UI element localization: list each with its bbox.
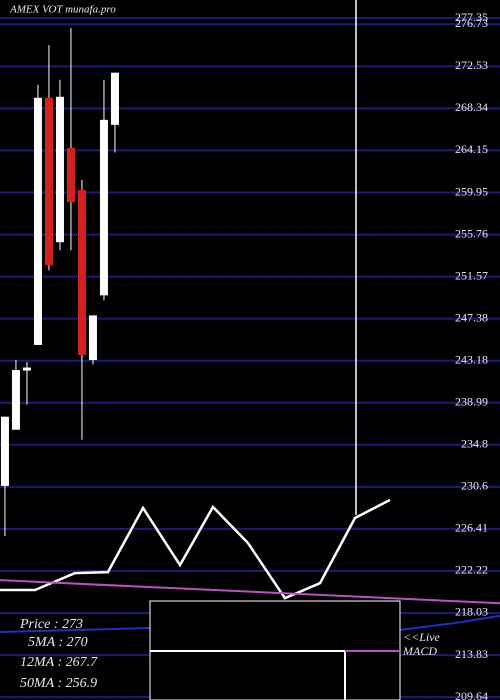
- candle-body: [66, 147, 75, 203]
- y-tick-label: 276.73: [455, 16, 488, 30]
- candle-body: [110, 72, 119, 125]
- annotation-live: <<Live: [403, 630, 441, 644]
- candle-body: [44, 97, 53, 266]
- y-tick-label: 234.8: [461, 437, 488, 451]
- candle-body: [99, 119, 108, 296]
- y-tick-label: 259.95: [455, 184, 488, 198]
- candle-body: [77, 190, 86, 356]
- legend-50ma: 50MA : 256.9: [20, 676, 97, 691]
- legend-12ma: 12MA : 267.7: [20, 655, 98, 670]
- y-tick-label: 230.6: [461, 479, 488, 493]
- y-tick-label: 209.64: [455, 689, 488, 700]
- y-tick-label: 226.41: [455, 521, 488, 535]
- legend-price: Price : 273: [19, 617, 83, 632]
- y-tick-label: 218.03: [455, 605, 488, 619]
- y-tick-label: 243.18: [455, 352, 488, 366]
- candle-body: [0, 416, 9, 486]
- y-tick-label: 247.38: [455, 310, 488, 324]
- y-tick-label: 255.76: [455, 226, 488, 240]
- candle-body: [55, 96, 64, 243]
- candle-body: [88, 315, 97, 361]
- y-tick-label: 272.53: [455, 58, 488, 72]
- y-tick-label: 251.57: [455, 268, 488, 282]
- y-tick-label: 222.22: [455, 563, 488, 577]
- candle-body: [33, 97, 42, 345]
- indicator-line: [0, 579, 500, 605]
- chart-title: AMEX VOT munafa.pro: [9, 4, 116, 16]
- candle-body: [11, 370, 20, 430]
- candle-body: [22, 367, 31, 371]
- y-tick-label: 268.34: [455, 100, 488, 114]
- legend-5ma: 5MA : 270: [28, 635, 88, 650]
- y-tick-label: 277.35: [455, 10, 488, 24]
- y-tick-label: 264.15: [455, 142, 488, 156]
- marks: [0, 28, 500, 634]
- annotation-macd: MACD: [402, 644, 437, 658]
- y-tick-label: 238.99: [455, 395, 488, 409]
- y-tick-label: 213.83: [455, 647, 488, 661]
- indicator-line: [0, 498, 391, 600]
